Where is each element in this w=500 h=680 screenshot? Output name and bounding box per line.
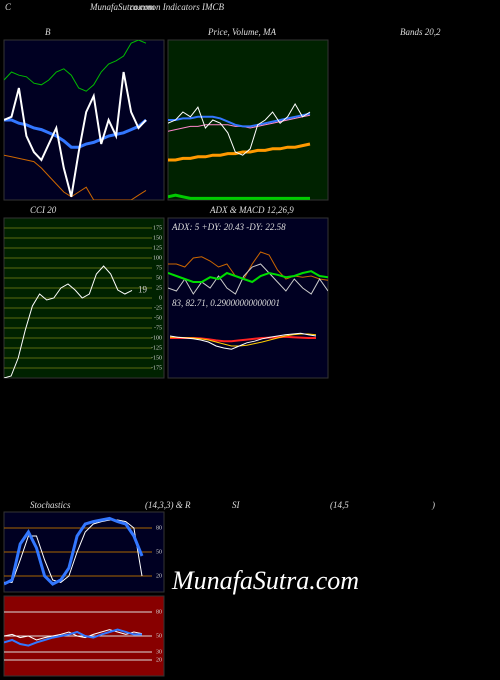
- chart-title: Price, Volume, MA: [207, 27, 276, 37]
- series-line: [4, 519, 143, 583]
- chart-title: ADX & MACD 12,26,9: [209, 205, 294, 215]
- y-tick-label: 50: [156, 633, 162, 639]
- chart-subtitle: Bands 20,2: [400, 27, 441, 37]
- series-line: [168, 112, 311, 128]
- y-tick-label: 125: [153, 245, 162, 251]
- series-line: [4, 71, 147, 198]
- y-tick-label: 100: [153, 255, 162, 261]
- series-line: [168, 193, 310, 200]
- y-tick-label: 75: [156, 265, 162, 271]
- series-line: [168, 263, 328, 295]
- y-tick-label: -50: [154, 315, 162, 321]
- y-tick-label: -175: [151, 365, 162, 371]
- y-tick-label: 20: [156, 657, 162, 663]
- y-tick-label: -25: [154, 305, 162, 311]
- series-line: [170, 332, 316, 350]
- title-part: (14,3,3) & R: [145, 500, 191, 510]
- chart-title: CCI 20: [30, 205, 57, 215]
- panel-background: [167, 39, 329, 201]
- y-tick-label: 80: [156, 609, 162, 615]
- series-line: [170, 333, 316, 347]
- series-line: [168, 270, 328, 284]
- annotation: ADX: 5 +DY: 20.43 -DY: 22.58: [171, 222, 286, 232]
- value-label: 19: [138, 284, 148, 294]
- series-line: [4, 265, 133, 378]
- header-subtitle: common Indicators IMCB: [130, 2, 224, 12]
- y-tick-label: -125: [151, 345, 162, 351]
- y-tick-label: 30: [156, 649, 162, 655]
- y-tick-label: 150: [153, 235, 162, 241]
- title-part: Stochastics: [30, 500, 71, 510]
- title-part: SI: [232, 500, 241, 510]
- annotation: 83, 82.71, 0.29000000000001: [172, 298, 280, 308]
- y-tick-label: -100: [151, 335, 162, 341]
- y-tick-label: 175: [153, 225, 162, 231]
- title-part: ): [431, 500, 435, 510]
- panel-background: [167, 217, 329, 379]
- series-line: [168, 142, 311, 162]
- series-line: [4, 40, 147, 92]
- header-letter: C: [5, 2, 12, 12]
- y-tick-label: 50: [156, 275, 162, 281]
- series-line: [4, 628, 142, 647]
- y-tick-label: 80: [156, 525, 162, 531]
- watermark: MunafaSutra.com: [171, 566, 359, 595]
- series-line: [4, 516, 144, 586]
- chart-title: B: [45, 27, 51, 37]
- y-tick-label: 25: [156, 285, 162, 291]
- y-tick-label: 50: [156, 549, 162, 555]
- series-line: [4, 118, 147, 149]
- y-tick-label: -75: [154, 325, 162, 331]
- title-part: (14,5: [330, 500, 349, 510]
- series-line: [4, 154, 147, 200]
- y-tick-label: 0: [159, 295, 162, 301]
- y-tick-label: 20: [156, 573, 162, 579]
- site-name: MunafaSutra.com: [89, 2, 155, 12]
- series-line: [168, 103, 311, 156]
- y-tick-label: -150: [151, 355, 162, 361]
